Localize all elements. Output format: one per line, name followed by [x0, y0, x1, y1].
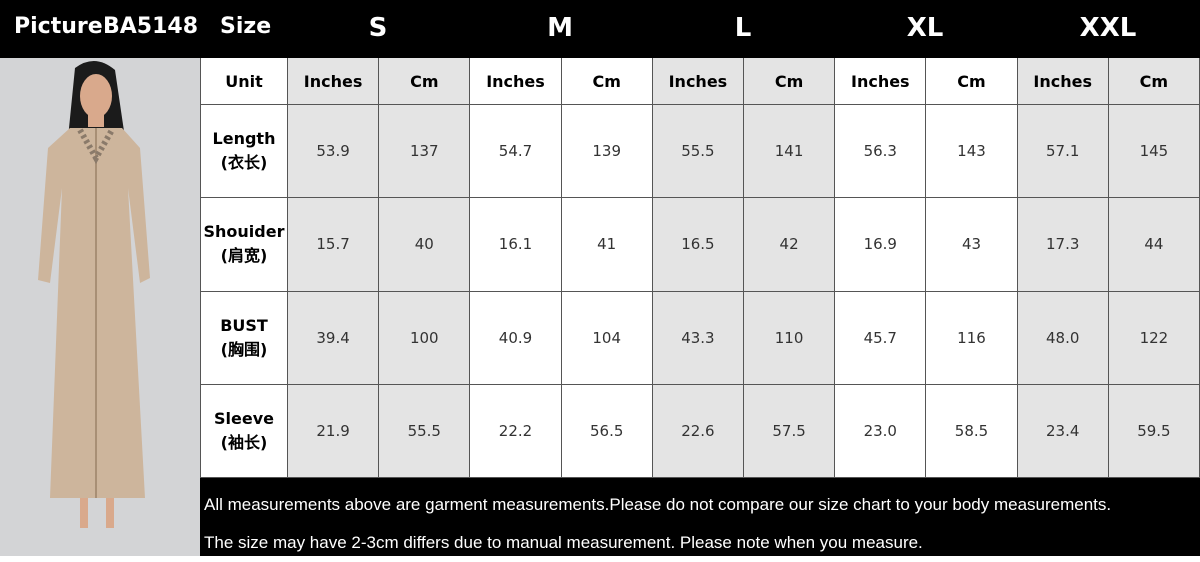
size-xxl: XXL	[1079, 13, 1137, 43]
table-cell: 23.4	[1017, 384, 1109, 478]
measure-name: Shouider	[203, 222, 285, 242]
table-cell: 16.9	[835, 198, 927, 292]
table-cell: 48.0	[1017, 291, 1109, 385]
unit-col: Cm	[379, 58, 471, 105]
table-cell: 141	[743, 105, 836, 199]
table-cell: 59.5	[1108, 384, 1200, 478]
table-cell: 17.3	[1017, 198, 1109, 292]
table-cell: 43.3	[652, 291, 744, 385]
table-cell: 54.7	[470, 105, 562, 199]
product-photo	[0, 58, 200, 556]
unit-col: Cm	[926, 58, 1018, 105]
size-s: S	[368, 13, 388, 43]
size-table: Unit Inches Cm Inches Cm Inches Cm Inche…	[200, 58, 1200, 478]
size-m: M	[547, 13, 573, 43]
row-label: Shouider (肩宽)	[201, 198, 288, 292]
table-cell: 56.3	[835, 105, 927, 199]
measure-name-cn: (衣长)	[220, 153, 268, 173]
table-cell: 16.5	[652, 198, 744, 292]
measure-name: BUST	[220, 315, 268, 335]
table-cell: 16.1	[470, 198, 562, 292]
note-line-2: The size may have 2-3cm differs due to m…	[204, 533, 923, 552]
table-cell: 40	[379, 198, 471, 292]
table-cell: 45.7	[835, 291, 927, 385]
footer-notes: All measurements above are garment measu…	[200, 478, 1200, 556]
unit-col: Inches	[288, 58, 380, 105]
table-cell: 104	[561, 291, 653, 385]
model-number: BA5148	[103, 14, 199, 39]
measure-name-cn: (袖长)	[220, 432, 268, 452]
picture-label: Picture	[14, 14, 103, 39]
unit-header: Unit	[201, 58, 288, 105]
unit-col: Inches	[835, 58, 927, 105]
table-cell: 110	[743, 291, 836, 385]
table-cell: 40.9	[470, 291, 562, 385]
table-cell: 15.7	[288, 198, 380, 292]
table-cell: 56.5	[561, 384, 653, 478]
table-cell: 143	[926, 105, 1018, 199]
table-cell: 100	[379, 291, 471, 385]
table-cell: 122	[1108, 291, 1200, 385]
table-cell: 116	[926, 291, 1018, 385]
table-cell: 55.5	[379, 384, 471, 478]
unit-col: Inches	[470, 58, 562, 105]
measure-name-cn: (胸围)	[220, 339, 268, 359]
table-cell: 58.5	[926, 384, 1018, 478]
table-cell: 43	[926, 198, 1018, 292]
table-cell: 139	[561, 105, 653, 199]
unit-col: Cm	[743, 58, 836, 105]
table-cell: 57.5	[743, 384, 836, 478]
table-cell: 41	[561, 198, 653, 292]
row-label: BUST (胸围)	[201, 291, 288, 385]
unit-col: Cm	[561, 58, 653, 105]
note-line-1: All measurements above are garment measu…	[204, 495, 1112, 514]
table-cell: 55.5	[652, 105, 744, 199]
table-cell: 145	[1108, 105, 1200, 199]
row-label: Length (衣长)	[201, 105, 288, 199]
unit-col: Cm	[1108, 58, 1200, 105]
header-bar: Picture BA5148 Size S M L XL XXL	[0, 0, 1200, 58]
size-xl: XL	[906, 13, 944, 43]
unit-col: Inches	[652, 58, 744, 105]
table-cell: 44	[1108, 198, 1200, 292]
size-label: Size	[220, 14, 272, 39]
table-cell: 21.9	[288, 384, 380, 478]
row-label: Sleeve (袖长)	[201, 384, 288, 478]
table-cell: 23.0	[835, 384, 927, 478]
size-l: L	[734, 13, 752, 43]
table-cell: 22.6	[652, 384, 744, 478]
table-cell: 53.9	[288, 105, 380, 199]
table-cell: 137	[379, 105, 471, 199]
unit-col: Inches	[1017, 58, 1109, 105]
measure-name: Length	[212, 129, 276, 149]
table-cell: 57.1	[1017, 105, 1109, 199]
measure-name-cn: (肩宽)	[220, 246, 268, 266]
table-cell: 42	[743, 198, 836, 292]
table-cell: 22.2	[470, 384, 562, 478]
table-cell: 39.4	[288, 291, 380, 385]
measure-name: Sleeve	[214, 408, 274, 428]
